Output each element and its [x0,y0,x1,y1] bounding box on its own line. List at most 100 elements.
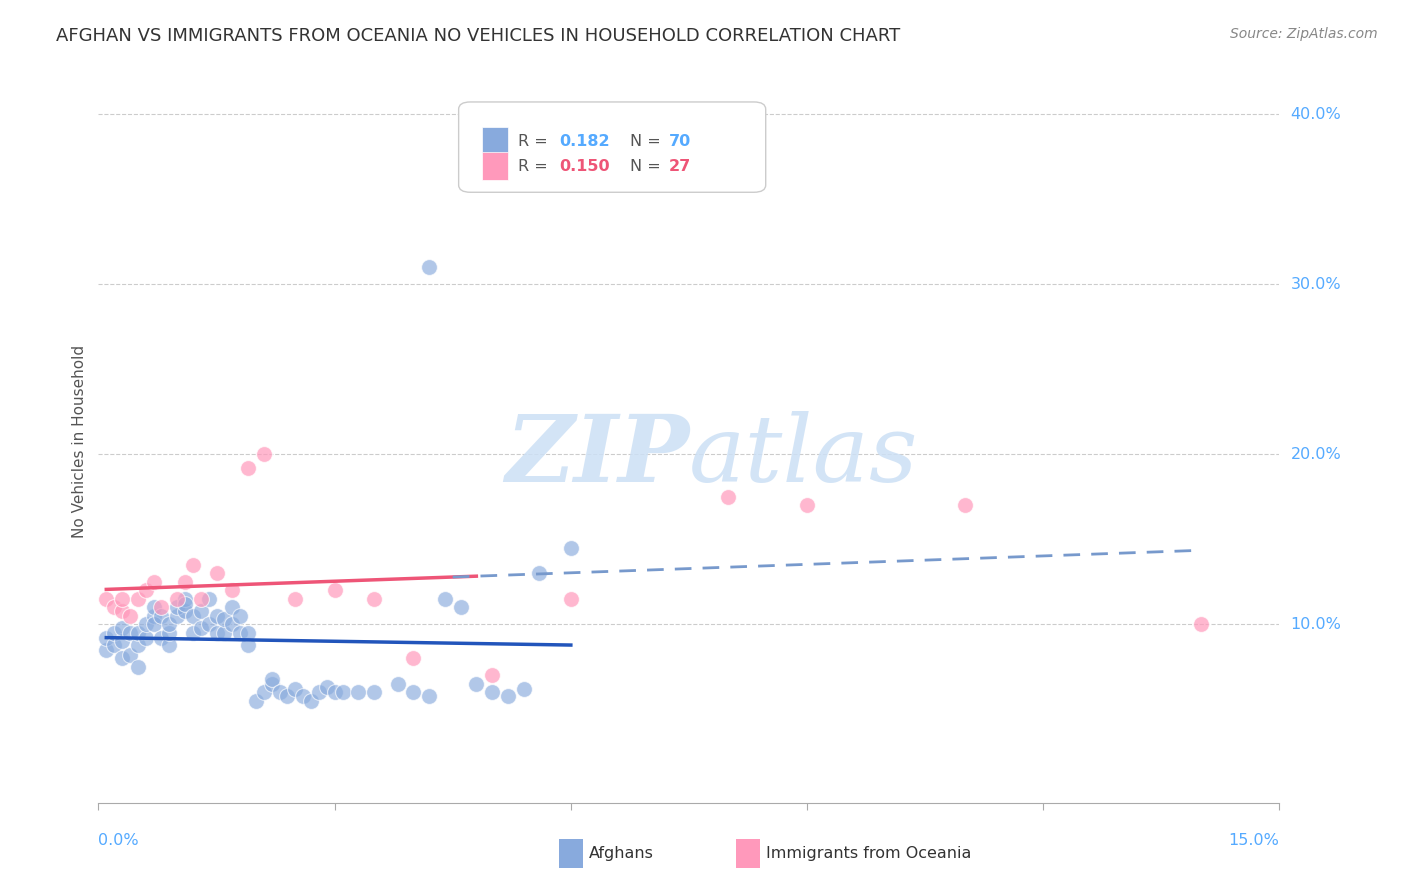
Point [260,677,283,691]
Text: 27: 27 [669,159,692,174]
Bar [737,838,759,868]
Point [284,681,307,696]
Point [96,642,118,657]
Point [308,685,330,699]
Point [103,600,125,615]
Point [96,591,118,606]
Point [402,685,425,699]
Y-axis label: No Vehicles in Household: No Vehicles in Household [72,345,87,538]
Point [245,694,267,708]
Text: 10.0%: 10.0% [1291,616,1341,632]
Text: 70: 70 [669,134,692,149]
Point [190,591,212,606]
Point [332,685,354,699]
Point [150,631,173,645]
Point [205,566,228,581]
Point [221,617,243,632]
Point [433,591,456,606]
Point [560,591,582,606]
Point [205,608,228,623]
Point [418,689,440,703]
Point [166,600,188,615]
Point [142,617,165,632]
Point [363,685,385,699]
Point [181,625,204,640]
Point [174,574,197,589]
Point [387,677,409,691]
Point [135,631,157,645]
Point [284,591,307,606]
Point [323,685,346,699]
Point [150,608,173,623]
Point [253,685,276,699]
Point [118,608,141,623]
Text: atlas: atlas [689,411,918,501]
FancyBboxPatch shape [458,102,766,193]
Point [118,625,141,640]
Point [96,631,118,645]
Point [481,668,503,682]
Point [418,260,440,275]
Point [142,600,165,615]
Point [157,617,180,632]
Point [157,638,180,652]
Text: 0.182: 0.182 [560,134,610,149]
Text: Source: ZipAtlas.com: Source: ZipAtlas.com [1230,27,1378,41]
Text: 40.0%: 40.0% [1291,107,1341,122]
Point [150,600,173,615]
Point [190,621,212,635]
Text: AFGHAN VS IMMIGRANTS FROM OCEANIA NO VEHICLES IN HOUSEHOLD CORRELATION CHART: AFGHAN VS IMMIGRANTS FROM OCEANIA NO VEH… [56,27,900,45]
Text: 20.0%: 20.0% [1291,447,1341,462]
Point [197,617,219,632]
Point [260,672,283,686]
Point [450,600,472,615]
Point [190,604,212,618]
Point [221,600,243,615]
Point [174,597,197,611]
Point [269,685,291,699]
Point [496,689,519,703]
Point [111,604,134,618]
Text: 0.0%: 0.0% [98,833,139,848]
Point [512,681,534,696]
Text: 15.0%: 15.0% [1229,833,1279,848]
Point [402,651,425,665]
Point [127,591,149,606]
Point [181,558,204,572]
Point [197,591,219,606]
Point [229,608,252,623]
Point [236,625,259,640]
Point [103,638,125,652]
Point [135,583,157,598]
Point [127,638,149,652]
Point [166,608,188,623]
Point [174,591,197,606]
Point [236,638,259,652]
Point [214,612,236,626]
Text: 30.0%: 30.0% [1291,277,1341,292]
Point [127,625,149,640]
Point [1189,617,1212,632]
Point [111,621,134,635]
Point [221,583,243,598]
Point [529,566,551,581]
Text: 0.150: 0.150 [560,159,610,174]
Text: N =: N = [630,134,666,149]
Point [142,608,165,623]
Bar [560,838,582,868]
Point [323,583,346,598]
Point [135,617,157,632]
Point [111,651,134,665]
Point [315,680,337,694]
Point [127,660,149,674]
Point [253,447,276,461]
Point [166,591,188,606]
Point [111,591,134,606]
Point [205,625,228,640]
Text: R =: R = [517,159,553,174]
Point [276,689,298,703]
Point [481,685,503,699]
Point [181,608,204,623]
Point [292,689,315,703]
Point [560,541,582,555]
